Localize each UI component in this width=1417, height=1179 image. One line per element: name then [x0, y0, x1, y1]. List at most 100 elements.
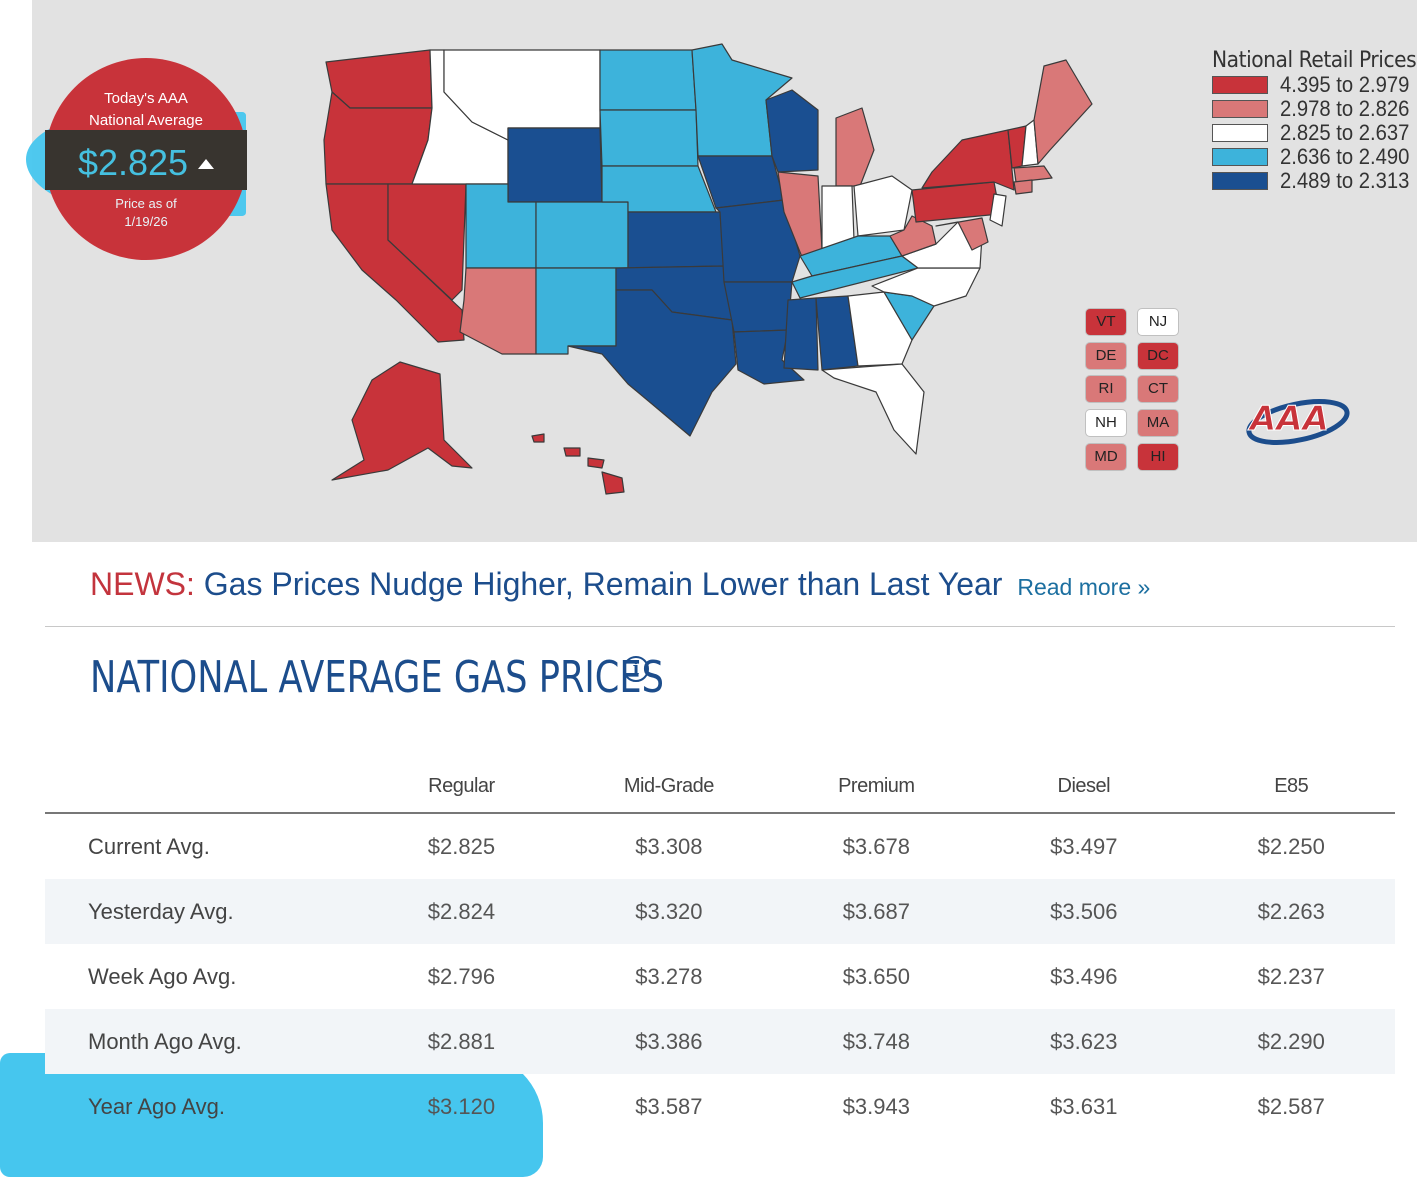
- state-nd: [599, 49, 697, 111]
- state-ak: [331, 361, 473, 481]
- legend-label: 4.395 to 2.979: [1280, 72, 1410, 97]
- legend-item: 2.489 to 2.313: [1212, 168, 1417, 193]
- price-cell: $3.506: [1050, 898, 1118, 924]
- price-cell: $3.386: [635, 1028, 703, 1054]
- price-as-of-date: 1/19/26: [124, 214, 168, 229]
- aaa-logo: AAA: [1246, 399, 1350, 445]
- state-badge-ma[interactable]: MA: [1138, 410, 1178, 436]
- state-nj: [989, 193, 1007, 227]
- price-cell: $3.120: [427, 1093, 496, 1119]
- state-nm: [535, 267, 617, 355]
- state-badge-vt[interactable]: VT: [1086, 309, 1126, 335]
- national-average-price-table: Regular Mid-Grade Premium Diesel E85 Cur…: [45, 760, 1395, 1139]
- price-as-of: Price as of 1/19/26: [45, 195, 247, 231]
- state-md: [935, 217, 989, 251]
- us-state-price-map[interactable]: [32, 0, 1417, 542]
- price-cell: $2.237: [1257, 963, 1325, 989]
- column-header-diesel: Diesel: [1057, 774, 1111, 797]
- price-cell: $3.631: [1050, 1093, 1118, 1119]
- price-cell: $2.881: [427, 1028, 496, 1054]
- svg-text:AAA: AAA: [1247, 399, 1329, 439]
- column-header-e85: E85: [1274, 774, 1309, 797]
- state-wi: [765, 89, 819, 173]
- state-badge-nh[interactable]: NH: [1086, 410, 1126, 436]
- price-cell: $2.250: [1257, 833, 1325, 859]
- state-wa: [325, 49, 433, 109]
- legend-swatch: [1212, 148, 1268, 166]
- price-cell: $3.650: [842, 963, 910, 989]
- state-fl: [821, 363, 925, 455]
- price-as-of-label: Price as of: [115, 196, 177, 211]
- price-cell: $3.943: [842, 1093, 910, 1119]
- price-cell: $3.497: [1050, 833, 1118, 859]
- legend-title: National Retail Prices: [1212, 48, 1417, 73]
- legend-label: 2.636 to 2.490: [1280, 144, 1410, 169]
- national-average-title-line1: Today's AAA: [104, 90, 188, 107]
- state-oh: [853, 175, 913, 237]
- column-header-mid-grade: Mid-Grade: [623, 774, 714, 797]
- state-me: [1033, 59, 1093, 165]
- state-tx: [567, 289, 737, 437]
- state-badge-de[interactable]: DE: [1086, 343, 1126, 369]
- state-ar: [723, 281, 793, 333]
- state-badge-dc[interactable]: DC: [1138, 343, 1178, 369]
- info-icon[interactable]: i: [623, 656, 649, 682]
- legend-swatch: [1212, 100, 1268, 118]
- section-divider: [45, 626, 1395, 627]
- state-ct: [1013, 179, 1033, 195]
- price-cell: $2.290: [1257, 1028, 1325, 1054]
- state-badge-ri[interactable]: RI: [1086, 376, 1126, 402]
- state-hi-4: [601, 471, 625, 495]
- price-cell: $3.308: [635, 833, 703, 859]
- row-label: Current Avg.: [88, 833, 210, 859]
- table-header-row: Regular Mid-Grade Premium Diesel E85: [45, 760, 1395, 814]
- table-row: Yesterday Avg. $2.824 $3.320 $3.687 $3.5…: [45, 879, 1395, 944]
- table-row: Year Ago Avg. $3.120 $3.587 $3.943 $3.63…: [45, 1074, 1395, 1139]
- news-label: NEWS:: [90, 566, 195, 602]
- state-badge-hi[interactable]: HI: [1138, 444, 1178, 470]
- legend-swatch: [1212, 172, 1268, 190]
- price-cell: $3.496: [1050, 963, 1118, 989]
- column-header-premium: Premium: [838, 774, 915, 797]
- state-ga: [847, 291, 913, 367]
- state-co: [535, 201, 629, 269]
- row-label: Yesterday Avg.: [88, 898, 234, 924]
- price-cell: $3.678: [842, 833, 910, 859]
- price-cell: $3.748: [842, 1028, 910, 1054]
- page-title: NATIONAL AVERAGE GAS PRICES: [90, 652, 664, 703]
- state-wy: [507, 127, 603, 203]
- legend-label: 2.489 to 2.313: [1280, 168, 1410, 193]
- table-row: Month Ago Avg. $2.881 $3.386 $3.748 $3.6…: [45, 1009, 1395, 1074]
- state-ny: [921, 129, 1015, 191]
- column-header-regular: Regular: [428, 774, 495, 797]
- national-average-badge: Today's AAA National Average $2.825 Pric…: [45, 58, 247, 260]
- news-headline-link[interactable]: Gas Prices Nudge Higher, Remain Lower th…: [203, 566, 1003, 602]
- state-ms: [783, 297, 819, 371]
- legend-item: 2.636 to 2.490: [1212, 144, 1417, 169]
- national-average-title-line2: National Average: [89, 112, 203, 129]
- legend-items: 4.395 to 2.979 2.978 to 2.826 2.825 to 2…: [1212, 72, 1417, 193]
- state-wv: [889, 215, 937, 257]
- gas-price-map-panel: National Retail Prices 4.395 to 2.979 2.…: [32, 0, 1417, 542]
- row-label: Week Ago Avg.: [88, 963, 237, 989]
- read-more-link[interactable]: Read more »: [1017, 574, 1151, 600]
- legend-item: 2.825 to 2.637: [1212, 120, 1417, 145]
- national-average-price: $2.825: [45, 142, 247, 184]
- national-average-price-value: $2.825: [77, 142, 189, 183]
- legend-swatch: [1212, 124, 1268, 142]
- legend-label: 2.825 to 2.637: [1280, 120, 1410, 145]
- state-badge-md[interactable]: MD: [1086, 444, 1126, 470]
- price-cell: $3.320: [635, 898, 703, 924]
- state-badge-ct[interactable]: CT: [1138, 376, 1178, 402]
- trend-up-icon: [198, 159, 215, 169]
- price-cell: $3.623: [1050, 1028, 1118, 1054]
- legend-item: 2.978 to 2.826: [1212, 96, 1417, 121]
- state-mi: [835, 107, 875, 187]
- price-legend: National Retail Prices 4.395 to 2.979 2.…: [1212, 48, 1417, 193]
- table-row: Current Avg. $2.825 $3.308 $3.678 $3.497…: [45, 814, 1395, 879]
- state-badge-nj[interactable]: NJ: [1138, 309, 1178, 335]
- price-cell: $2.263: [1257, 898, 1325, 924]
- state-sd: [599, 109, 699, 167]
- legend-swatch: [1212, 76, 1268, 94]
- state-hi-3: [587, 457, 605, 469]
